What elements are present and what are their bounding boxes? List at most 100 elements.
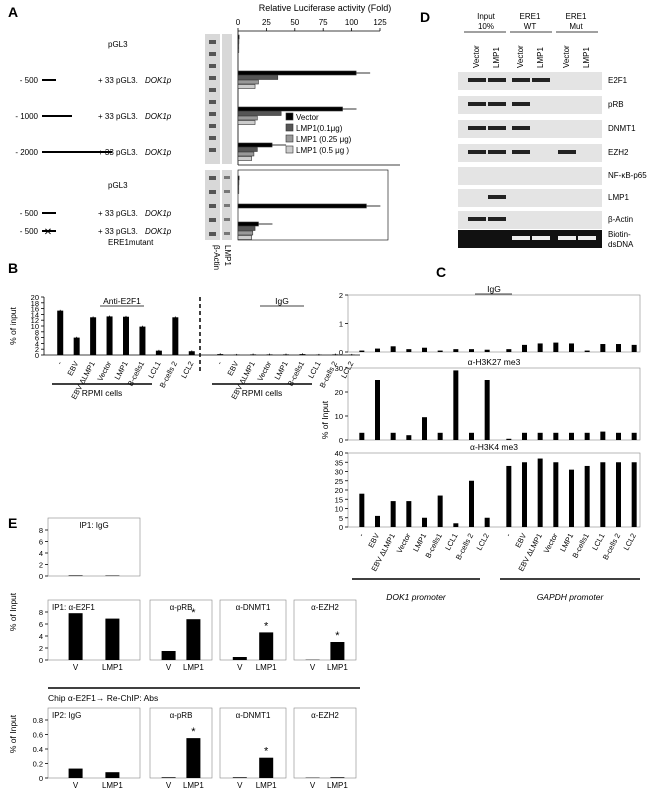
panel-letter-a: A bbox=[8, 4, 18, 20]
c-bar bbox=[537, 432, 543, 440]
c-bar bbox=[375, 380, 380, 440]
a-blot-band bbox=[209, 112, 216, 116]
a-bar bbox=[237, 184, 240, 190]
e-panel-frame bbox=[47, 707, 141, 779]
b-bar bbox=[73, 337, 80, 355]
c-ytick-label: 20 bbox=[335, 388, 343, 397]
d-blot-strip bbox=[458, 211, 602, 229]
e-ytick-label: 0.2 bbox=[33, 760, 43, 769]
a-bar bbox=[237, 106, 343, 112]
c-bar bbox=[359, 432, 365, 440]
c-bar bbox=[600, 431, 606, 440]
c-footer: GAPDH promoter bbox=[537, 592, 605, 602]
c-bar bbox=[522, 432, 527, 440]
e-xcat-label: LMP1 bbox=[256, 663, 277, 672]
c-category-label: - bbox=[503, 531, 512, 538]
e-ytick-label: 0 bbox=[39, 572, 43, 581]
c-bar bbox=[553, 342, 559, 352]
b-bar bbox=[172, 317, 179, 355]
e-significance-star: * bbox=[191, 607, 196, 619]
panel-letter-c: C bbox=[436, 264, 446, 280]
a-blot-band bbox=[224, 176, 230, 179]
b-ytick-label: 14 bbox=[31, 310, 39, 319]
c-bar bbox=[469, 349, 474, 352]
c-bar bbox=[437, 495, 443, 527]
e-ytick-label: 2 bbox=[39, 561, 43, 570]
e-bar bbox=[68, 613, 83, 660]
a-xtick-label: 25 bbox=[262, 18, 271, 27]
e-ytick-label: 0.8 bbox=[33, 716, 43, 725]
a-blot-band bbox=[209, 100, 216, 104]
panel-letter-e: E bbox=[8, 515, 17, 531]
d-lane-label: Vector bbox=[472, 45, 481, 68]
c-category-label: - bbox=[356, 531, 365, 538]
a-mutation-cross: ✕ bbox=[44, 227, 52, 238]
a-xtick-label: 0 bbox=[236, 18, 241, 27]
a-blot-band bbox=[209, 64, 216, 68]
c-bar bbox=[484, 380, 490, 440]
a-bar bbox=[237, 120, 256, 125]
c-ytick-label: 0 bbox=[339, 436, 343, 445]
b-footer: RPMI cells bbox=[242, 388, 283, 398]
d-row-label: EZH2 bbox=[608, 148, 629, 157]
a-blot-band bbox=[224, 204, 230, 207]
a-blot-label-lmp1: LMP1 bbox=[223, 245, 232, 266]
d-blot-band bbox=[578, 236, 596, 240]
e-bar bbox=[259, 632, 274, 660]
d-group-label: Input bbox=[477, 12, 496, 21]
d-blot-band bbox=[488, 126, 506, 130]
c-bar bbox=[537, 458, 543, 527]
b-category-label: EBV bbox=[225, 360, 240, 377]
a-blot-band bbox=[209, 136, 216, 140]
d-blot-band bbox=[512, 78, 530, 82]
b-bar bbox=[57, 310, 64, 355]
a-blot-band bbox=[209, 40, 216, 44]
a-blot-strip bbox=[205, 34, 220, 164]
b-category-label: LCL2 bbox=[179, 360, 195, 380]
b-category-label: - bbox=[215, 359, 224, 366]
a-bar bbox=[237, 230, 254, 236]
d-blot-band bbox=[488, 150, 506, 154]
d-blot-band bbox=[468, 150, 486, 154]
b-bar bbox=[106, 316, 113, 355]
c-bar bbox=[522, 462, 527, 527]
e-xcat-label: LMP1 bbox=[102, 781, 123, 790]
e-xcat-label: V bbox=[310, 663, 316, 672]
a-construct-label: + 33 pGL3. bbox=[98, 112, 138, 121]
c-ytick-label: 25 bbox=[335, 477, 343, 486]
a-bar bbox=[237, 235, 252, 240]
b-ytick-label: 8 bbox=[35, 328, 39, 337]
c-bar bbox=[616, 432, 621, 440]
d-group-label: 10% bbox=[478, 22, 494, 31]
b-group-label: Anti-E2F1 bbox=[103, 296, 141, 306]
a-bar bbox=[237, 226, 256, 231]
c-ytick-label: 1 bbox=[339, 320, 343, 329]
c-bar bbox=[600, 462, 606, 527]
e-ytick-label: 8 bbox=[39, 526, 43, 535]
a-legend-swatch bbox=[285, 134, 294, 143]
e-xcat-label: V bbox=[166, 781, 172, 790]
d-lane-label: LMP1 bbox=[536, 47, 545, 68]
d-lane-label: LMP1 bbox=[582, 47, 591, 68]
c-bar bbox=[522, 344, 527, 352]
a-legend-swatch bbox=[285, 145, 294, 154]
c-bar bbox=[390, 346, 396, 352]
c-bar bbox=[406, 501, 412, 527]
e-panel-title: IP1: α-E2F1 bbox=[52, 603, 95, 612]
c-panel-title: IgG bbox=[487, 284, 501, 294]
c-bar bbox=[437, 432, 443, 440]
c-bar bbox=[584, 465, 590, 527]
c-panel-frame bbox=[347, 367, 641, 441]
d-blot-band bbox=[512, 150, 530, 154]
c-bar bbox=[437, 350, 443, 352]
a-bar bbox=[237, 180, 240, 185]
a-bar bbox=[237, 75, 279, 80]
d-blot-band bbox=[468, 217, 486, 221]
b-footer: RPMI cells bbox=[82, 388, 123, 398]
e-panel-title: α-DNMT1 bbox=[236, 711, 271, 720]
d-row-label: NF-κB-p65 bbox=[608, 171, 647, 180]
a-legend-label: LMP1 (0.5 μg ) bbox=[296, 146, 349, 155]
a-blot-band bbox=[224, 218, 230, 221]
e-panel-title: IP2: IgG bbox=[52, 711, 81, 720]
e-panel-frame bbox=[293, 707, 357, 779]
